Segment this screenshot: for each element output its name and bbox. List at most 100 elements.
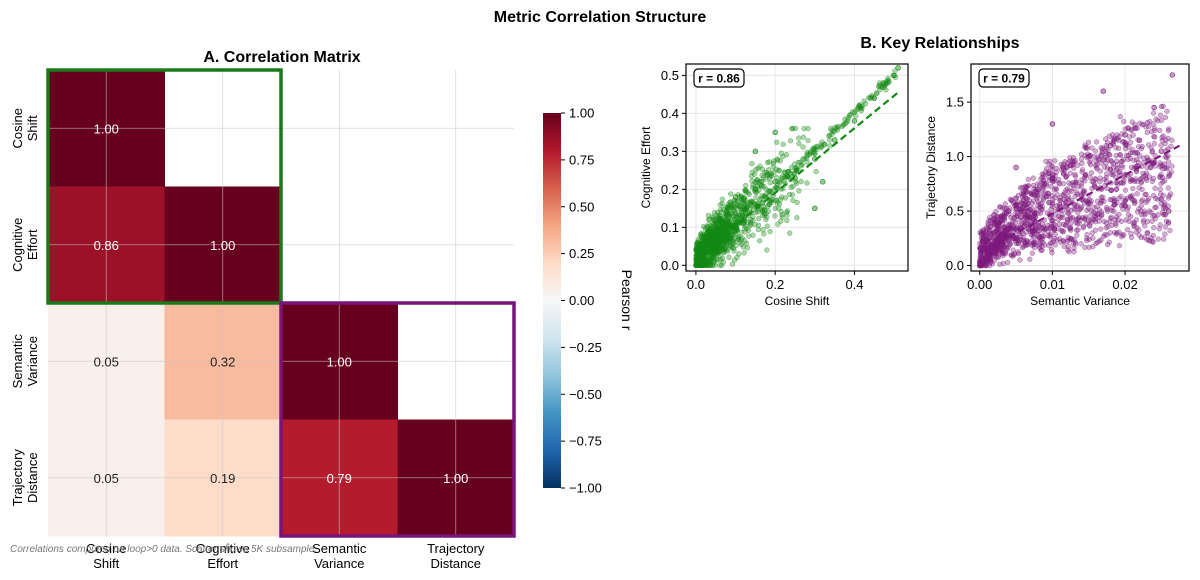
scatter-point <box>997 204 1003 210</box>
scatter-point <box>706 234 712 240</box>
scatter-point <box>853 113 859 119</box>
scatter-point <box>1162 114 1169 121</box>
scatter-point <box>1022 213 1029 219</box>
scatter-point <box>765 188 772 194</box>
scatter-point <box>764 247 770 253</box>
scatter-point <box>770 164 776 170</box>
scatter-point <box>1105 157 1111 163</box>
scatter-point <box>1049 250 1055 256</box>
scatter-point <box>720 228 726 234</box>
scatter-point <box>1144 230 1151 236</box>
scatter-point <box>1165 159 1172 165</box>
scatter-point <box>1127 139 1134 146</box>
scatter-point <box>1143 170 1150 176</box>
scatter-point <box>1122 126 1128 132</box>
scatter-point <box>1072 206 1078 213</box>
scatter-point <box>780 153 786 160</box>
scatter-point <box>716 240 722 246</box>
colorbar-tick-label: 0.50 <box>569 199 594 214</box>
scatter-point <box>1133 217 1139 223</box>
scatter-point <box>1109 132 1116 138</box>
scatter-point <box>731 229 738 235</box>
scatter-point <box>1138 203 1144 209</box>
scatter-point <box>711 210 718 216</box>
scatter-point <box>717 202 723 208</box>
scatter-point <box>1127 194 1134 200</box>
scatter-point <box>977 262 983 269</box>
scatter-point <box>1040 186 1046 193</box>
scatter-point <box>1122 132 1128 138</box>
correlation-annotation: r = 0.79 <box>983 72 1025 86</box>
scatter-point <box>1122 187 1129 193</box>
scatter-point <box>743 182 749 189</box>
scatter-point <box>1150 175 1157 182</box>
scatter-point <box>743 189 749 195</box>
scatter-point <box>1075 162 1081 168</box>
y-tick-label: 0.3 <box>661 144 679 159</box>
scatter-point <box>985 220 991 226</box>
scatter-point <box>861 98 867 104</box>
scatter-point <box>1056 221 1063 227</box>
scatter-point <box>759 166 765 172</box>
scatter-point <box>1157 186 1163 192</box>
scatter-point <box>762 207 768 214</box>
y-tick-label: Shift <box>25 115 40 141</box>
scatter-point <box>1101 164 1108 170</box>
scatter-point <box>1116 195 1123 201</box>
scatter-point <box>1115 134 1122 140</box>
scatter-point <box>1124 152 1130 159</box>
scatter-point <box>763 216 769 223</box>
scatter-point <box>1071 185 1077 192</box>
scatter-point <box>1111 137 1118 143</box>
scatter-point <box>1074 216 1080 222</box>
scatter-point <box>1010 253 1016 259</box>
scatter-point <box>1165 208 1172 214</box>
scatter-point <box>1060 228 1067 234</box>
scatter-point <box>1153 116 1159 122</box>
scatter-point <box>759 172 765 179</box>
scatter-point <box>1020 197 1027 203</box>
scatter-point <box>752 148 759 155</box>
scatter-point <box>844 119 850 125</box>
scatter-point <box>1126 134 1133 140</box>
scatter-point <box>1160 209 1166 216</box>
scatter-point <box>1079 169 1085 175</box>
scatter-point <box>724 205 731 212</box>
scatter-point <box>1012 206 1018 212</box>
scatter-point <box>1131 157 1137 163</box>
scatter-point <box>876 84 882 90</box>
scatter-point <box>1117 169 1123 175</box>
scatter-point <box>772 213 778 219</box>
scatter-point <box>1067 215 1074 222</box>
scatter-point <box>1125 204 1131 210</box>
scatter-point <box>755 222 762 228</box>
scatter-point <box>701 239 707 246</box>
scatter-point <box>792 125 799 132</box>
scatter-point <box>1166 195 1172 201</box>
scatter-point <box>1146 142 1152 148</box>
scatter-point <box>1025 176 1032 183</box>
scatter-point <box>1069 188 1075 194</box>
scatter-point <box>1082 178 1088 184</box>
scatter-point <box>1096 238 1103 244</box>
scatter-point <box>741 250 747 256</box>
scatter-point <box>791 170 797 176</box>
scatter-point <box>734 205 741 212</box>
scatter-point <box>1069 162 1075 168</box>
scatter-point <box>1057 195 1063 201</box>
scatter-point <box>1067 226 1074 232</box>
colorbar-tick-label: 0.75 <box>569 152 594 167</box>
scatter-point <box>1144 129 1150 136</box>
scatter-point <box>1074 227 1080 233</box>
scatter-point <box>1086 244 1092 251</box>
scatter-point <box>1131 222 1137 228</box>
scatter-point <box>1052 212 1059 218</box>
y-tick-label: Effort <box>25 229 40 260</box>
scatter-point <box>1027 256 1033 262</box>
scatter-point <box>777 197 784 203</box>
scatter-point <box>1119 164 1125 171</box>
scatter-point <box>1067 170 1073 176</box>
scatter-point <box>881 84 887 91</box>
y-axis-label: Cognitive Effort <box>639 126 653 208</box>
y-tick-label-group: Trajectory Distance <box>10 449 40 507</box>
